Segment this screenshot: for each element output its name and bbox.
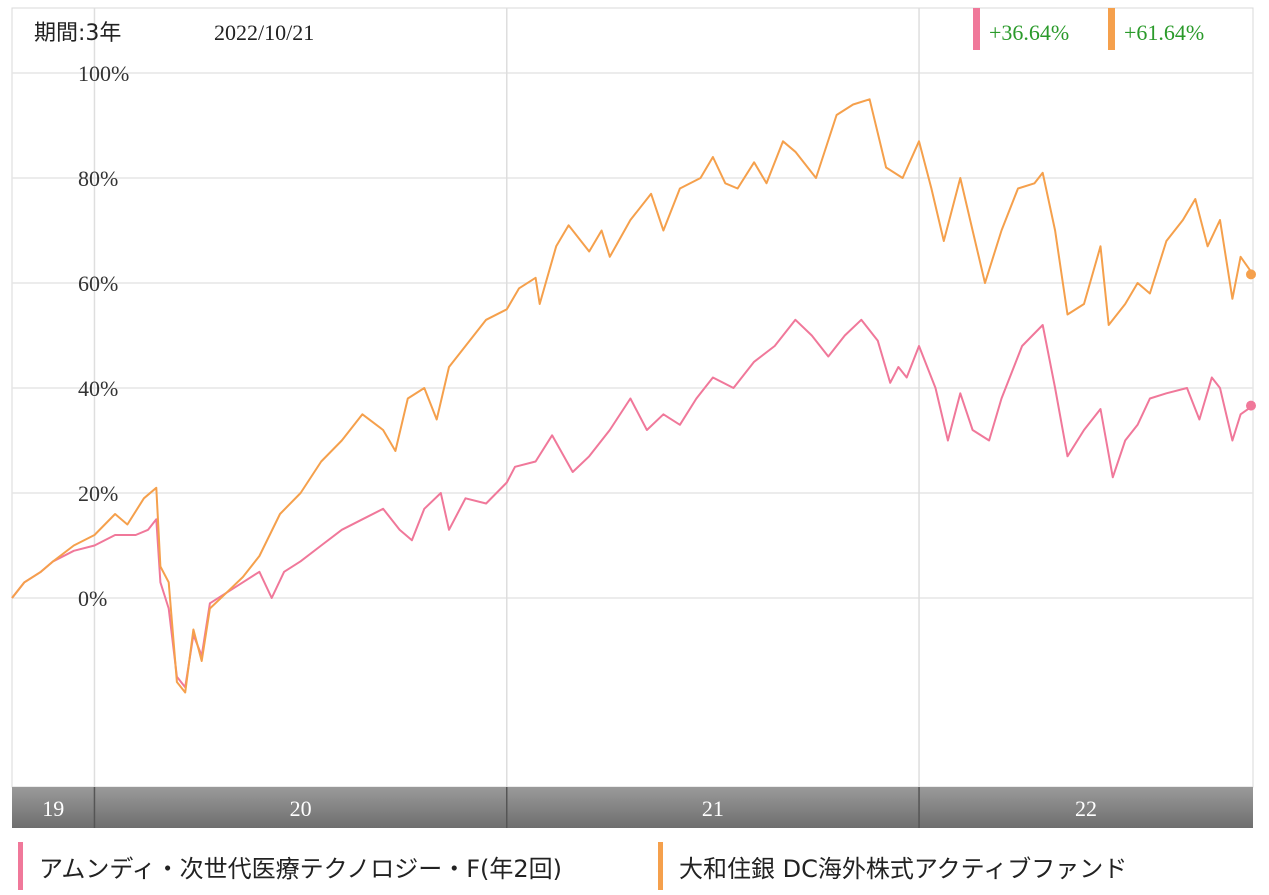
- year-label: 21: [702, 796, 724, 821]
- legend-swatch-orange: [658, 842, 663, 890]
- legend-swatch-pink: [18, 842, 23, 890]
- y-tick-label: 100%: [78, 61, 129, 86]
- year-bar: [12, 787, 1253, 828]
- y-tick-label: 60%: [78, 271, 118, 296]
- y-tick-label: 0%: [78, 586, 107, 611]
- badge-swatch-0: [973, 8, 980, 50]
- year-label: 20: [290, 796, 312, 821]
- x-axis-year-bar: 19 20 21 22: [12, 787, 1253, 828]
- plot-frame: [11, 7, 1254, 788]
- legend: アムンディ・次世代医療テクノロジー・F(年2回) 大和住銀 DC海外株式アクティ…: [0, 836, 1269, 895]
- gridlines: [12, 8, 1253, 787]
- return-badge-value-0: +36.64%: [989, 20, 1069, 45]
- year-label: 19: [42, 796, 64, 821]
- series-lines: [11, 98, 1256, 694]
- date-label: 2022/10/21: [214, 20, 314, 45]
- legend-label-daiwa: 大和住銀 DC海外株式アクティブファンド: [679, 854, 1128, 883]
- y-tick-label: 80%: [78, 166, 118, 191]
- plot-area: [11, 7, 1254, 788]
- y-tick-label: 40%: [78, 376, 118, 401]
- legend-item-amundi[interactable]: アムンディ・次世代医療テクノロジー・F(年2回): [18, 842, 562, 890]
- chart-header: 期間:3年 2022/10/21: [34, 20, 314, 46]
- performance-chart: 0% 20% 40% 60% 80% 100% 期間:3年 2022/10/21 +36.…: [11, 7, 1256, 828]
- series-end-marker-0: [1246, 400, 1256, 411]
- y-axis-ticks: 0% 20% 40% 60% 80% 100%: [78, 61, 129, 611]
- year-label: 22: [1075, 796, 1097, 821]
- series-line-1: [11, 98, 1254, 694]
- y-tick-label: 20%: [78, 481, 118, 506]
- series-end-marker-1: [1246, 269, 1256, 280]
- legend-item-daiwa[interactable]: 大和住銀 DC海外株式アクティブファンド: [658, 842, 1127, 890]
- period-label: 期間:3年: [34, 21, 121, 46]
- return-badge-value-1: +61.64%: [1124, 20, 1204, 45]
- return-badges: +36.64% +61.64%: [973, 8, 1204, 50]
- legend-label-amundi: アムンディ・次世代医療テクノロジー・F(年2回): [39, 854, 562, 883]
- badge-swatch-1: [1108, 8, 1115, 50]
